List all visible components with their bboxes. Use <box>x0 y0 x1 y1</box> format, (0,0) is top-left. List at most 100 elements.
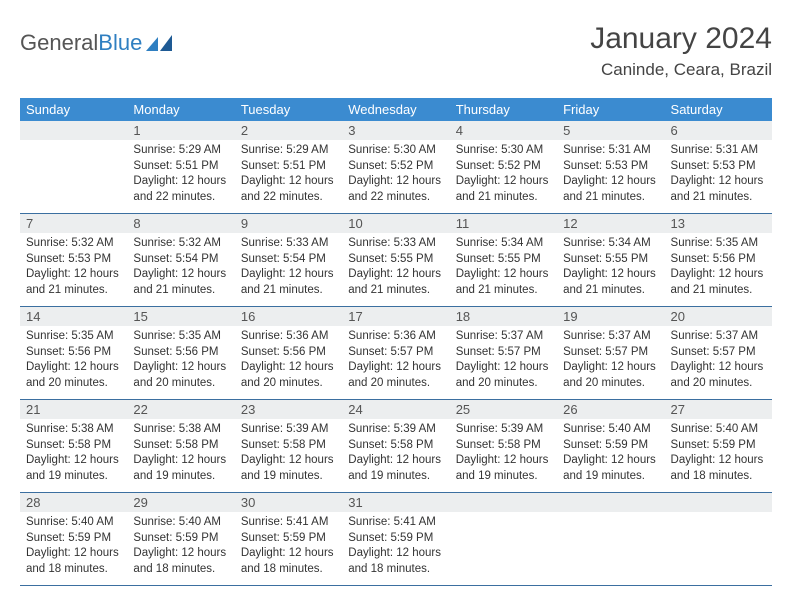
calendar-week-row: 14Sunrise: 5:35 AMSunset: 5:56 PMDayligh… <box>20 307 772 400</box>
day-content: Sunrise: 5:32 AMSunset: 5:54 PMDaylight:… <box>127 233 234 306</box>
daylight-text: Daylight: 12 hours and 19 minutes. <box>456 453 551 484</box>
calendar-day-cell <box>557 493 664 586</box>
sunrise-text: Sunrise: 5:40 AM <box>133 515 228 531</box>
logo: GeneralBlue <box>20 30 174 56</box>
day-content <box>665 512 772 574</box>
calendar-table: SundayMondayTuesdayWednesdayThursdayFrid… <box>20 98 772 586</box>
sunrise-text: Sunrise: 5:32 AM <box>133 236 228 252</box>
day-number: 14 <box>20 307 127 326</box>
calendar-day-cell: 14Sunrise: 5:35 AMSunset: 5:56 PMDayligh… <box>20 307 127 400</box>
month-title: January 2024 <box>590 22 772 56</box>
sunrise-text: Sunrise: 5:35 AM <box>133 329 228 345</box>
calendar-day-cell: 31Sunrise: 5:41 AMSunset: 5:59 PMDayligh… <box>342 493 449 586</box>
calendar-day-cell: 3Sunrise: 5:30 AMSunset: 5:52 PMDaylight… <box>342 121 449 214</box>
day-content: Sunrise: 5:36 AMSunset: 5:57 PMDaylight:… <box>342 326 449 399</box>
day-content: Sunrise: 5:33 AMSunset: 5:54 PMDaylight:… <box>235 233 342 306</box>
sunset-text: Sunset: 5:59 PM <box>26 531 121 547</box>
daylight-text: Daylight: 12 hours and 19 minutes. <box>26 453 121 484</box>
daylight-text: Daylight: 12 hours and 21 minutes. <box>26 267 121 298</box>
calendar-day-cell <box>665 493 772 586</box>
day-number: 4 <box>450 121 557 140</box>
daylight-text: Daylight: 12 hours and 21 minutes. <box>671 174 766 205</box>
daylight-text: Daylight: 12 hours and 18 minutes. <box>348 546 443 577</box>
calendar-day-cell: 26Sunrise: 5:40 AMSunset: 5:59 PMDayligh… <box>557 400 664 493</box>
day-number: 11 <box>450 214 557 233</box>
day-number: 5 <box>557 121 664 140</box>
calendar-day-cell: 15Sunrise: 5:35 AMSunset: 5:56 PMDayligh… <box>127 307 234 400</box>
sunset-text: Sunset: 5:55 PM <box>348 252 443 268</box>
calendar-head: SundayMondayTuesdayWednesdayThursdayFrid… <box>20 98 772 121</box>
calendar-day-cell: 18Sunrise: 5:37 AMSunset: 5:57 PMDayligh… <box>450 307 557 400</box>
calendar-day-cell: 16Sunrise: 5:36 AMSunset: 5:56 PMDayligh… <box>235 307 342 400</box>
day-content: Sunrise: 5:34 AMSunset: 5:55 PMDaylight:… <box>450 233 557 306</box>
sunset-text: Sunset: 5:58 PM <box>348 438 443 454</box>
sunrise-text: Sunrise: 5:30 AM <box>456 143 551 159</box>
sunrise-text: Sunrise: 5:31 AM <box>671 143 766 159</box>
daylight-text: Daylight: 12 hours and 21 minutes. <box>133 267 228 298</box>
sunset-text: Sunset: 5:57 PM <box>563 345 658 361</box>
day-header: Saturday <box>665 98 772 121</box>
sunset-text: Sunset: 5:59 PM <box>563 438 658 454</box>
day-content: Sunrise: 5:34 AMSunset: 5:55 PMDaylight:… <box>557 233 664 306</box>
sunset-text: Sunset: 5:53 PM <box>563 159 658 175</box>
day-number: 1 <box>127 121 234 140</box>
day-number <box>557 493 664 512</box>
day-content: Sunrise: 5:40 AMSunset: 5:59 PMDaylight:… <box>665 419 772 492</box>
day-content: Sunrise: 5:37 AMSunset: 5:57 PMDaylight:… <box>557 326 664 399</box>
sunset-text: Sunset: 5:58 PM <box>133 438 228 454</box>
calendar-day-cell: 19Sunrise: 5:37 AMSunset: 5:57 PMDayligh… <box>557 307 664 400</box>
day-number: 9 <box>235 214 342 233</box>
day-content: Sunrise: 5:35 AMSunset: 5:56 PMDaylight:… <box>127 326 234 399</box>
sunrise-text: Sunrise: 5:35 AM <box>26 329 121 345</box>
sunset-text: Sunset: 5:58 PM <box>26 438 121 454</box>
day-content: Sunrise: 5:40 AMSunset: 5:59 PMDaylight:… <box>20 512 127 585</box>
calendar-day-cell: 27Sunrise: 5:40 AMSunset: 5:59 PMDayligh… <box>665 400 772 493</box>
sunrise-text: Sunrise: 5:29 AM <box>133 143 228 159</box>
day-content: Sunrise: 5:40 AMSunset: 5:59 PMDaylight:… <box>557 419 664 492</box>
sunrise-text: Sunrise: 5:40 AM <box>671 422 766 438</box>
day-content: Sunrise: 5:31 AMSunset: 5:53 PMDaylight:… <box>557 140 664 213</box>
day-number: 12 <box>557 214 664 233</box>
day-number: 6 <box>665 121 772 140</box>
sunset-text: Sunset: 5:51 PM <box>241 159 336 175</box>
day-content: Sunrise: 5:30 AMSunset: 5:52 PMDaylight:… <box>342 140 449 213</box>
sunrise-text: Sunrise: 5:37 AM <box>456 329 551 345</box>
daylight-text: Daylight: 12 hours and 21 minutes. <box>671 267 766 298</box>
sunset-text: Sunset: 5:52 PM <box>456 159 551 175</box>
header: GeneralBlue January 2024 Caninde, Ceara,… <box>20 22 772 80</box>
sunset-text: Sunset: 5:56 PM <box>26 345 121 361</box>
day-content: Sunrise: 5:29 AMSunset: 5:51 PMDaylight:… <box>127 140 234 213</box>
daylight-text: Daylight: 12 hours and 22 minutes. <box>241 174 336 205</box>
calendar-day-cell: 11Sunrise: 5:34 AMSunset: 5:55 PMDayligh… <box>450 214 557 307</box>
day-number: 10 <box>342 214 449 233</box>
sunset-text: Sunset: 5:57 PM <box>671 345 766 361</box>
day-number <box>665 493 772 512</box>
day-number: 20 <box>665 307 772 326</box>
location: Caninde, Ceara, Brazil <box>590 60 772 80</box>
day-content: Sunrise: 5:31 AMSunset: 5:53 PMDaylight:… <box>665 140 772 213</box>
day-header: Monday <box>127 98 234 121</box>
sunrise-text: Sunrise: 5:33 AM <box>241 236 336 252</box>
sunrise-text: Sunrise: 5:39 AM <box>348 422 443 438</box>
day-number: 7 <box>20 214 127 233</box>
day-number: 25 <box>450 400 557 419</box>
sunset-text: Sunset: 5:56 PM <box>671 252 766 268</box>
sunrise-text: Sunrise: 5:39 AM <box>241 422 336 438</box>
title-block: January 2024 Caninde, Ceara, Brazil <box>590 22 772 80</box>
daylight-text: Daylight: 12 hours and 20 minutes. <box>456 360 551 391</box>
calendar-week-row: 1Sunrise: 5:29 AMSunset: 5:51 PMDaylight… <box>20 121 772 214</box>
day-content: Sunrise: 5:39 AMSunset: 5:58 PMDaylight:… <box>450 419 557 492</box>
day-content: Sunrise: 5:38 AMSunset: 5:58 PMDaylight:… <box>127 419 234 492</box>
daylight-text: Daylight: 12 hours and 21 minutes. <box>563 174 658 205</box>
day-header: Thursday <box>450 98 557 121</box>
sunrise-text: Sunrise: 5:35 AM <box>671 236 766 252</box>
sunrise-text: Sunrise: 5:40 AM <box>563 422 658 438</box>
sunrise-text: Sunrise: 5:41 AM <box>348 515 443 531</box>
day-content: Sunrise: 5:30 AMSunset: 5:52 PMDaylight:… <box>450 140 557 213</box>
day-number: 24 <box>342 400 449 419</box>
sunrise-text: Sunrise: 5:29 AM <box>241 143 336 159</box>
calendar-week-row: 7Sunrise: 5:32 AMSunset: 5:53 PMDaylight… <box>20 214 772 307</box>
sunrise-text: Sunrise: 5:36 AM <box>348 329 443 345</box>
calendar-day-cell: 6Sunrise: 5:31 AMSunset: 5:53 PMDaylight… <box>665 121 772 214</box>
calendar-body: 1Sunrise: 5:29 AMSunset: 5:51 PMDaylight… <box>20 121 772 586</box>
